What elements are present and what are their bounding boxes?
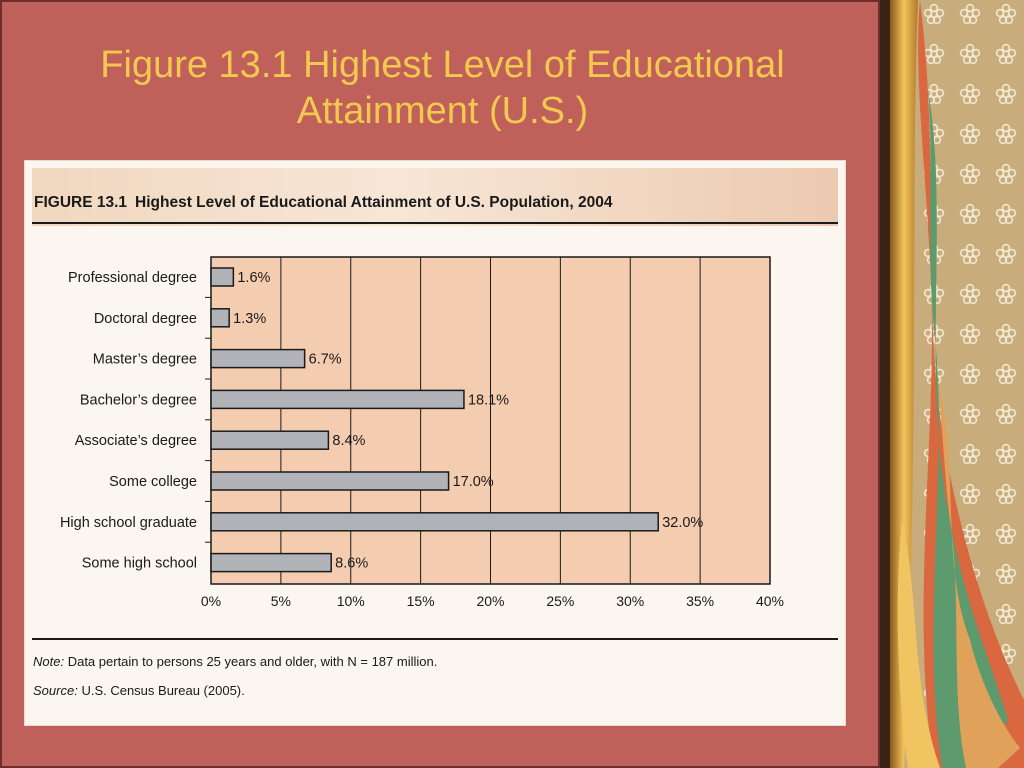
bar-value-label: 8.4% [332,433,365,449]
category-label: Some college [109,474,197,490]
x-tick-label: 30% [616,593,644,609]
bar [210,471,450,491]
footer-rule [32,638,838,640]
bar-value-label: 6.7% [309,352,342,368]
bar [210,348,306,369]
category-label: Professional degree [68,270,197,286]
x-tick-label: 40% [756,593,784,609]
bar [210,308,230,328]
x-tick-label: 20% [476,593,504,609]
category-label: Master’s degree [93,352,197,368]
note-text: Data pertain to persons 25 years and old… [67,654,438,669]
bar [210,430,330,450]
category-label: Bachelor’s degree [80,392,197,408]
figure-caption-number: FIGURE 13.1 [34,194,128,211]
x-tick-label: 15% [407,593,435,609]
figure-caption-text: Highest Level of Educational Attainment … [135,194,613,211]
source-text: U.S. Census Bureau (2005). [81,683,245,698]
bar [210,552,332,573]
source-line: Source: U.S. Census Bureau (2005). [33,683,245,698]
figure-header-band: FIGURE 13.1 Highest Level of Educational … [32,168,838,226]
bar-value-label: 1.3% [233,311,266,327]
figure-caption: FIGURE 13.1 Highest Level of Educational … [34,194,612,212]
bar-value-label: 17.0% [453,474,494,490]
source-label: Source: [33,683,78,698]
bar-value-label: 32.0% [662,515,703,531]
x-tick-label: 10% [337,593,365,609]
decorative-side-panel [880,0,1024,768]
bar-value-label: 18.1% [468,392,509,408]
category-label: Doctoral degree [94,311,197,327]
note-line: Note: Data pertain to persons 25 years a… [33,654,437,669]
x-tick-label: 0% [201,593,221,609]
figure-panel: FIGURE 13.1 Highest Level of Educational … [25,161,845,725]
slide-title-line-1: Figure 13.1 Highest Level of Educational [100,44,785,86]
header-rule [32,222,838,224]
bar-value-label: 8.6% [335,556,368,572]
note-label: Note: [33,654,65,669]
category-label: High school graduate [60,515,197,531]
category-label: Some high school [82,556,197,572]
bar [210,389,465,410]
slide: Figure 13.1 Highest Level of Educational… [0,0,880,768]
plot-frame [210,256,771,585]
slide-title-line-2: Attainment (U.S.) [296,90,589,132]
bar-value-label: 1.6% [237,270,270,286]
bar [210,267,235,287]
bar [210,512,659,532]
x-tick-label: 25% [546,593,574,609]
x-tick-label: 35% [686,593,714,609]
category-label: Associate’s degree [75,433,197,449]
x-tick-label: 5% [271,593,291,609]
slide-title: Figure 13.1 Highest Level of Educational… [30,42,855,134]
floral-pattern-image [880,0,1024,768]
bar-chart: 0% 5% 10% 15% 20% 25% 30% 35% 40% Professional de… [60,256,784,609]
